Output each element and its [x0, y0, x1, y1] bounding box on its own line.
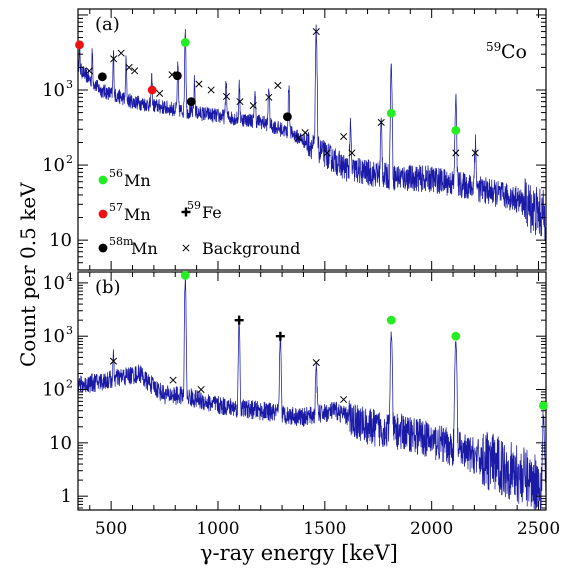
bkg-marker — [265, 93, 273, 101]
legend-isotope-mass: 57 — [109, 201, 123, 214]
mn58m-marker — [186, 97, 196, 107]
bkg-marker — [274, 81, 282, 90]
y-tick-label-exponent: 3 — [66, 78, 73, 91]
y-tick-label-exponent: 2 — [66, 378, 73, 391]
bkg-marker — [249, 102, 257, 110]
bkg-marker — [452, 149, 460, 157]
y-axis-label: Count per 0.5 keV — [16, 182, 40, 367]
legend-isotope-mass: 59 — [187, 199, 201, 212]
legend-red-dot-marker — [98, 209, 108, 219]
x-tick-label: 1500 — [303, 519, 346, 539]
legend-entry-label: Fe — [202, 203, 222, 222]
bkg-marker — [156, 89, 164, 97]
bkg-marker — [117, 49, 125, 57]
bkg-marker — [195, 80, 203, 88]
mn56-marker — [451, 331, 461, 341]
bkg-marker — [222, 92, 231, 101]
bkg-marker — [168, 71, 176, 79]
bkg-marker — [340, 395, 348, 404]
plot-frame — [77, 271, 547, 511]
panel-label: (b) — [95, 277, 121, 298]
bkg-marker — [169, 376, 177, 384]
legend-plus-marker — [181, 207, 191, 217]
bkg-marker — [236, 98, 244, 106]
legend-entry-label: Mn — [124, 171, 151, 190]
bkg-marker — [471, 149, 479, 157]
y-tick-label: 10 — [42, 155, 65, 176]
legend-isotope-mass: 56 — [109, 167, 123, 180]
legend-green-dot-marker — [98, 175, 108, 185]
bkg-marker — [197, 385, 205, 394]
y-tick-label: 10 — [42, 80, 65, 101]
y-tick-label: 10 — [49, 230, 72, 251]
bkg-marker — [301, 129, 309, 137]
plot-frame — [77, 8, 547, 271]
mn57-marker — [75, 40, 84, 50]
bkg-marker — [110, 55, 118, 63]
legend-isotope-mass: 58m — [109, 235, 134, 248]
y-tick-label-exponent: 2 — [66, 153, 73, 166]
legend-entry-label: Mn — [131, 239, 158, 258]
mn56-marker — [386, 315, 396, 325]
mn58m-marker — [283, 112, 292, 122]
y-tick-label: 10 — [42, 273, 65, 294]
y-tick-label: 1 — [61, 486, 72, 507]
bkg-marker — [207, 86, 215, 94]
legend-entry-label: Mn — [124, 205, 151, 224]
bkg-marker — [294, 134, 303, 142]
mn57-marker — [147, 85, 157, 95]
mn56-marker — [386, 108, 396, 118]
legend-entry-label: Background — [202, 239, 300, 258]
mn56-marker — [180, 38, 190, 47]
bkg-marker — [312, 359, 320, 367]
x-tick-label: 2000 — [410, 519, 453, 539]
target-nucleus-symbol: Co — [501, 41, 527, 63]
bkg-marker — [125, 63, 133, 71]
panel-label: (a) — [95, 14, 120, 35]
fe59-marker — [234, 315, 244, 325]
target-nucleus-mass: 59 — [486, 40, 501, 54]
y-tick-label: 10 — [49, 433, 72, 454]
bkg-marker — [377, 118, 385, 126]
mn56-marker — [180, 271, 190, 280]
y-tick-label-exponent: 3 — [66, 324, 73, 337]
bkg-marker — [312, 28, 320, 36]
bkg-marker — [131, 67, 139, 75]
bkg-marker — [323, 149, 331, 157]
y-tick-label: 10 — [42, 380, 65, 401]
mn58m-marker — [97, 72, 107, 82]
mn56-marker — [451, 125, 461, 135]
bkg-marker — [348, 149, 356, 157]
x-axis-label: γ-ray energy [keV] — [200, 541, 398, 565]
mn56-marker — [539, 401, 548, 410]
spectrum-line — [78, 275, 546, 510]
y-tick-label: 10 — [42, 326, 65, 347]
bkg-marker — [109, 357, 118, 365]
y-tick-label-exponent: 4 — [66, 271, 73, 284]
spectrum-line — [78, 24, 546, 244]
legend-cross-marker — [182, 244, 190, 252]
x-tick-label: 500 — [95, 519, 127, 539]
legend-black-dot-marker — [98, 243, 108, 253]
x-tick-label: 2500 — [517, 519, 560, 539]
fe59-marker — [275, 331, 285, 341]
bkg-marker — [340, 132, 348, 141]
x-tick-label: 1000 — [196, 519, 239, 539]
bkg-marker — [85, 67, 93, 75]
